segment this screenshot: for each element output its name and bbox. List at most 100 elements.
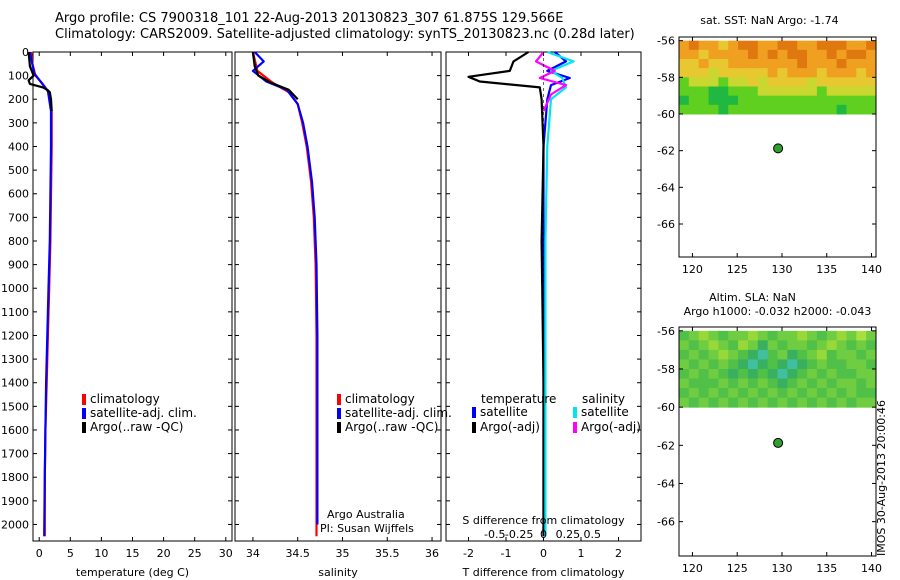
sst_map-heatmap-cell: [777, 95, 788, 106]
sst_map-heatmap-cell: [846, 68, 857, 78]
sla_map-heatmap-cell: [738, 330, 749, 341]
sst_map-heatmap-cell: [836, 104, 847, 115]
depth-tick-label: 800: [8, 235, 29, 248]
sla_map-heatmap-cell: [708, 340, 719, 351]
sst_map-heatmap-cell: [679, 68, 690, 78]
sla_map-lon-tick-label: 125: [727, 562, 748, 575]
salinity-series-satellite-adj-clim-: [251, 51, 319, 525]
sst_map-heatmap-cell: [787, 77, 798, 87]
sst_map-heatmap-cell: [688, 59, 700, 69]
sst_map-heatmap-cell: [738, 77, 749, 87]
sla_map-heatmap-cell: [856, 368, 867, 380]
sla_map-heatmap-cell: [816, 340, 828, 351]
sla_map-heatmap-cell: [856, 349, 867, 360]
salinity-legend-entry-label: Argo(..raw -QC): [345, 420, 438, 434]
sst_map-heatmap-cell: [708, 104, 719, 115]
sla_map-lon-tick-label: 120: [682, 562, 703, 575]
sst_map-heatmap-cell: [846, 49, 857, 60]
depth-tick-label: 300: [8, 117, 29, 130]
temperature-legend-entry-label: climatology: [90, 392, 160, 406]
sst_map-heatmap-cell: [698, 59, 710, 69]
sla_map-lon-tick-label: 130: [771, 562, 792, 575]
sla_map-heatmap-cell: [679, 378, 690, 389]
sla_map-heatmap-cell: [826, 330, 838, 341]
sst_map-heatmap-cell: [718, 86, 729, 97]
temperature-profile-chart: 0100200300400500600700800900100011001200…: [1, 46, 233, 579]
salinity-legend-entry-swatch: [337, 394, 341, 405]
sla_map-heatmap-cell: [747, 359, 759, 370]
sst_map-heatmap-cell: [856, 77, 867, 87]
sla_map-heatmap-cell: [728, 388, 739, 399]
sst_map-heatmap-cell: [767, 104, 778, 115]
sla_map-heatmap-cell: [679, 349, 690, 360]
sla_map-heatmap-cell: [846, 388, 857, 399]
sst_map-heatmap-cell: [816, 40, 828, 51]
sst_map-heatmap-cell: [836, 86, 847, 97]
sst_map-heatmap-cell: [807, 68, 818, 78]
sst_map-lat-tick-label: -56: [657, 35, 675, 48]
sst_map-heatmap-cell: [807, 104, 818, 115]
figure-title-line1: Argo profile: CS 7900318_101 22-Aug-2013…: [55, 11, 564, 26]
sla_map-heatmap-cell: [747, 388, 759, 399]
sst_map-heatmap-cell: [688, 40, 700, 51]
sla_map-heatmap-cell: [767, 340, 778, 351]
salinity-axes-frame: [234, 51, 442, 542]
salinity-profile-chart: 34 34.5 35 35.5 36 salinity climatologysatelli…: [234, 51, 452, 579]
sla_map-heatmap-cell: [866, 368, 877, 380]
sla_map-heatmap-cell: [807, 330, 818, 341]
depth-tick-label: 1500: [1, 400, 29, 413]
sst_map-heatmap-cell: [866, 68, 877, 78]
sst_map-heatmap-cell: [816, 68, 828, 78]
salinity-x-axis-label: salinity: [318, 566, 358, 579]
sla_map-heatmap-cell: [738, 340, 749, 351]
sst_map-lon-tick-label: 125: [727, 263, 748, 276]
sla_map-subtitle: Argo h1000: -0.032 h2000: -0.043: [684, 305, 872, 318]
difference-x-axis-label: T difference from climatology: [462, 566, 625, 579]
sst_map-heatmap-cell: [807, 49, 818, 60]
sst_map-heatmap-cell: [698, 77, 710, 87]
sst_map-heatmap-cell: [826, 49, 838, 60]
sst_map-heatmap-cell: [836, 95, 847, 106]
sst_map-heatmap-cell: [767, 49, 778, 60]
depth-tick-label: 500: [8, 164, 29, 177]
sla_map-heatmap-cell: [787, 368, 798, 380]
sst_map-heatmap-cell: [777, 40, 788, 51]
sst_map-heatmap-cell: [777, 104, 788, 115]
sst_map-heatmap-cell: [738, 59, 749, 69]
sla_map-heatmap-cell: [718, 397, 729, 408]
sst_map-heatmap-cell: [718, 95, 729, 106]
sst_map-heatmap-cell: [826, 68, 838, 78]
sst_map-heatmap-cell: [708, 95, 719, 106]
salinity-legend-entry-label: climatology: [345, 392, 415, 406]
temperature-series-argo-raw-qc-: [27, 51, 53, 112]
sla_map-heatmap-cell: [807, 378, 818, 389]
difference-secondary-tick-label: 0.5: [584, 528, 602, 541]
sla_map-heatmap-cell: [688, 359, 700, 370]
depth-tick-label: 600: [8, 188, 29, 201]
sst_map-heatmap-cell: [866, 59, 877, 69]
sla_map-heatmap-cell: [688, 340, 700, 351]
sla_map-heatmap-cell: [688, 330, 700, 341]
sla_map-heatmap-cell: [846, 397, 857, 408]
sla_map-heatmap-cell: [757, 378, 769, 389]
sla_map-heatmap-cell: [757, 349, 769, 360]
sla_map-heatmap-cell: [738, 378, 749, 389]
temperature-legend-entry-swatch: [82, 408, 86, 419]
sla_map-heatmap-cell: [777, 359, 788, 370]
sla_map-heatmap-cell: [787, 397, 798, 408]
sla_map-heatmap-cell: [826, 359, 838, 370]
sst_map-heatmap-cell: [856, 95, 867, 106]
sla_map-heatmap-cell: [787, 388, 798, 399]
sst_map-heatmap-cell: [856, 59, 867, 69]
sla_map-heatmap-cell: [728, 330, 739, 341]
sla_map-heatmap-cell: [738, 368, 749, 380]
sla_map-heatmap-cell: [767, 388, 778, 399]
sla_map-heatmap-cell: [738, 397, 749, 408]
sla_map-heatmap-cell: [826, 378, 838, 389]
sla_map-heatmap-cell: [767, 397, 778, 408]
sla_map-heatmap-cell: [679, 340, 690, 351]
sst_map-heatmap-cell: [757, 40, 769, 51]
sst_map-heatmap-cell: [777, 86, 788, 97]
sla_map-heatmap-cell: [826, 349, 838, 360]
sla_map-heatmap-cell: [807, 368, 818, 380]
